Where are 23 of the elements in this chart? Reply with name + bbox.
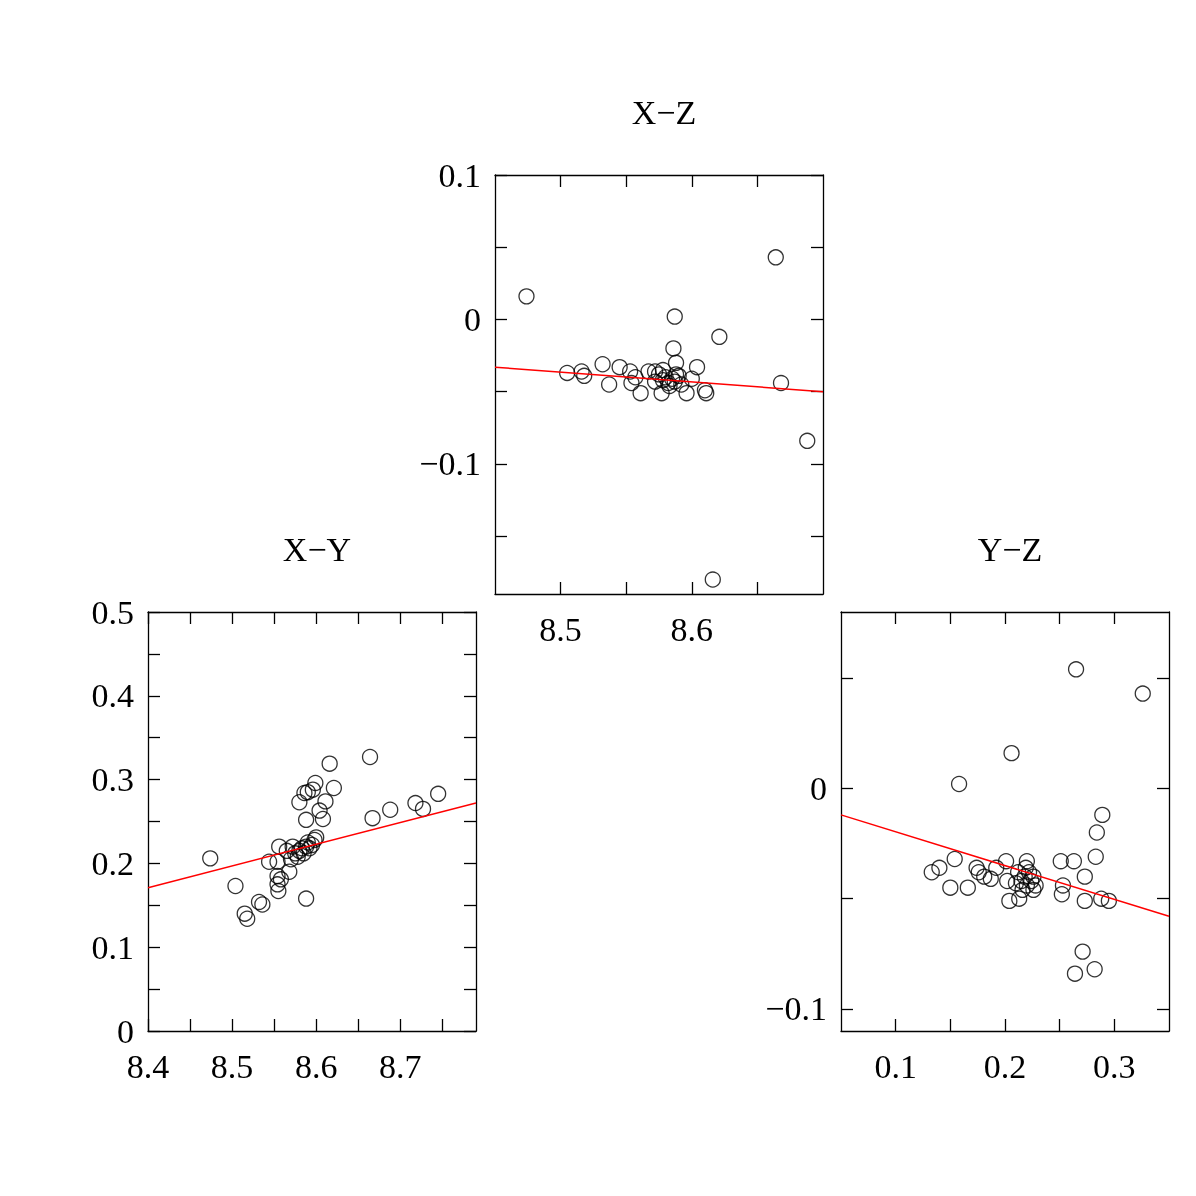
y-tick-label: 0.1 [438,156,481,194]
x-tick-label: 0.1 [874,1047,917,1085]
y-tick-label: 0.3 [91,761,134,799]
y-tick-label: 0 [810,769,827,807]
x-tick-label: 8.5 [210,1047,254,1085]
y-tick-label: 0 [464,300,481,338]
chart-title: X−Z [631,93,697,131]
x-tick-label: 8.7 [379,1047,422,1085]
y-tick-label: 0.1 [91,928,134,966]
y-tick-label: 0.5 [91,593,134,631]
x-tick-label: 8.4 [126,1047,170,1085]
x-tick-label: 8.6 [294,1047,338,1085]
y-tick-label: 0 [117,1012,134,1050]
chart-title: X−Y [282,530,352,568]
x-tick-label: 0.2 [983,1047,1027,1085]
y-tick-label: −0.1 [765,990,827,1028]
chart-title: Y−Z [977,530,1043,568]
x-tick-label: 8.5 [539,610,582,648]
x-tick-label: 0.3 [1093,1047,1136,1085]
y-tick-label: 0.2 [91,844,134,882]
y-tick-label: −0.1 [419,445,481,483]
y-tick-label: 0.4 [91,677,134,715]
x-tick-label: 8.6 [670,610,714,648]
